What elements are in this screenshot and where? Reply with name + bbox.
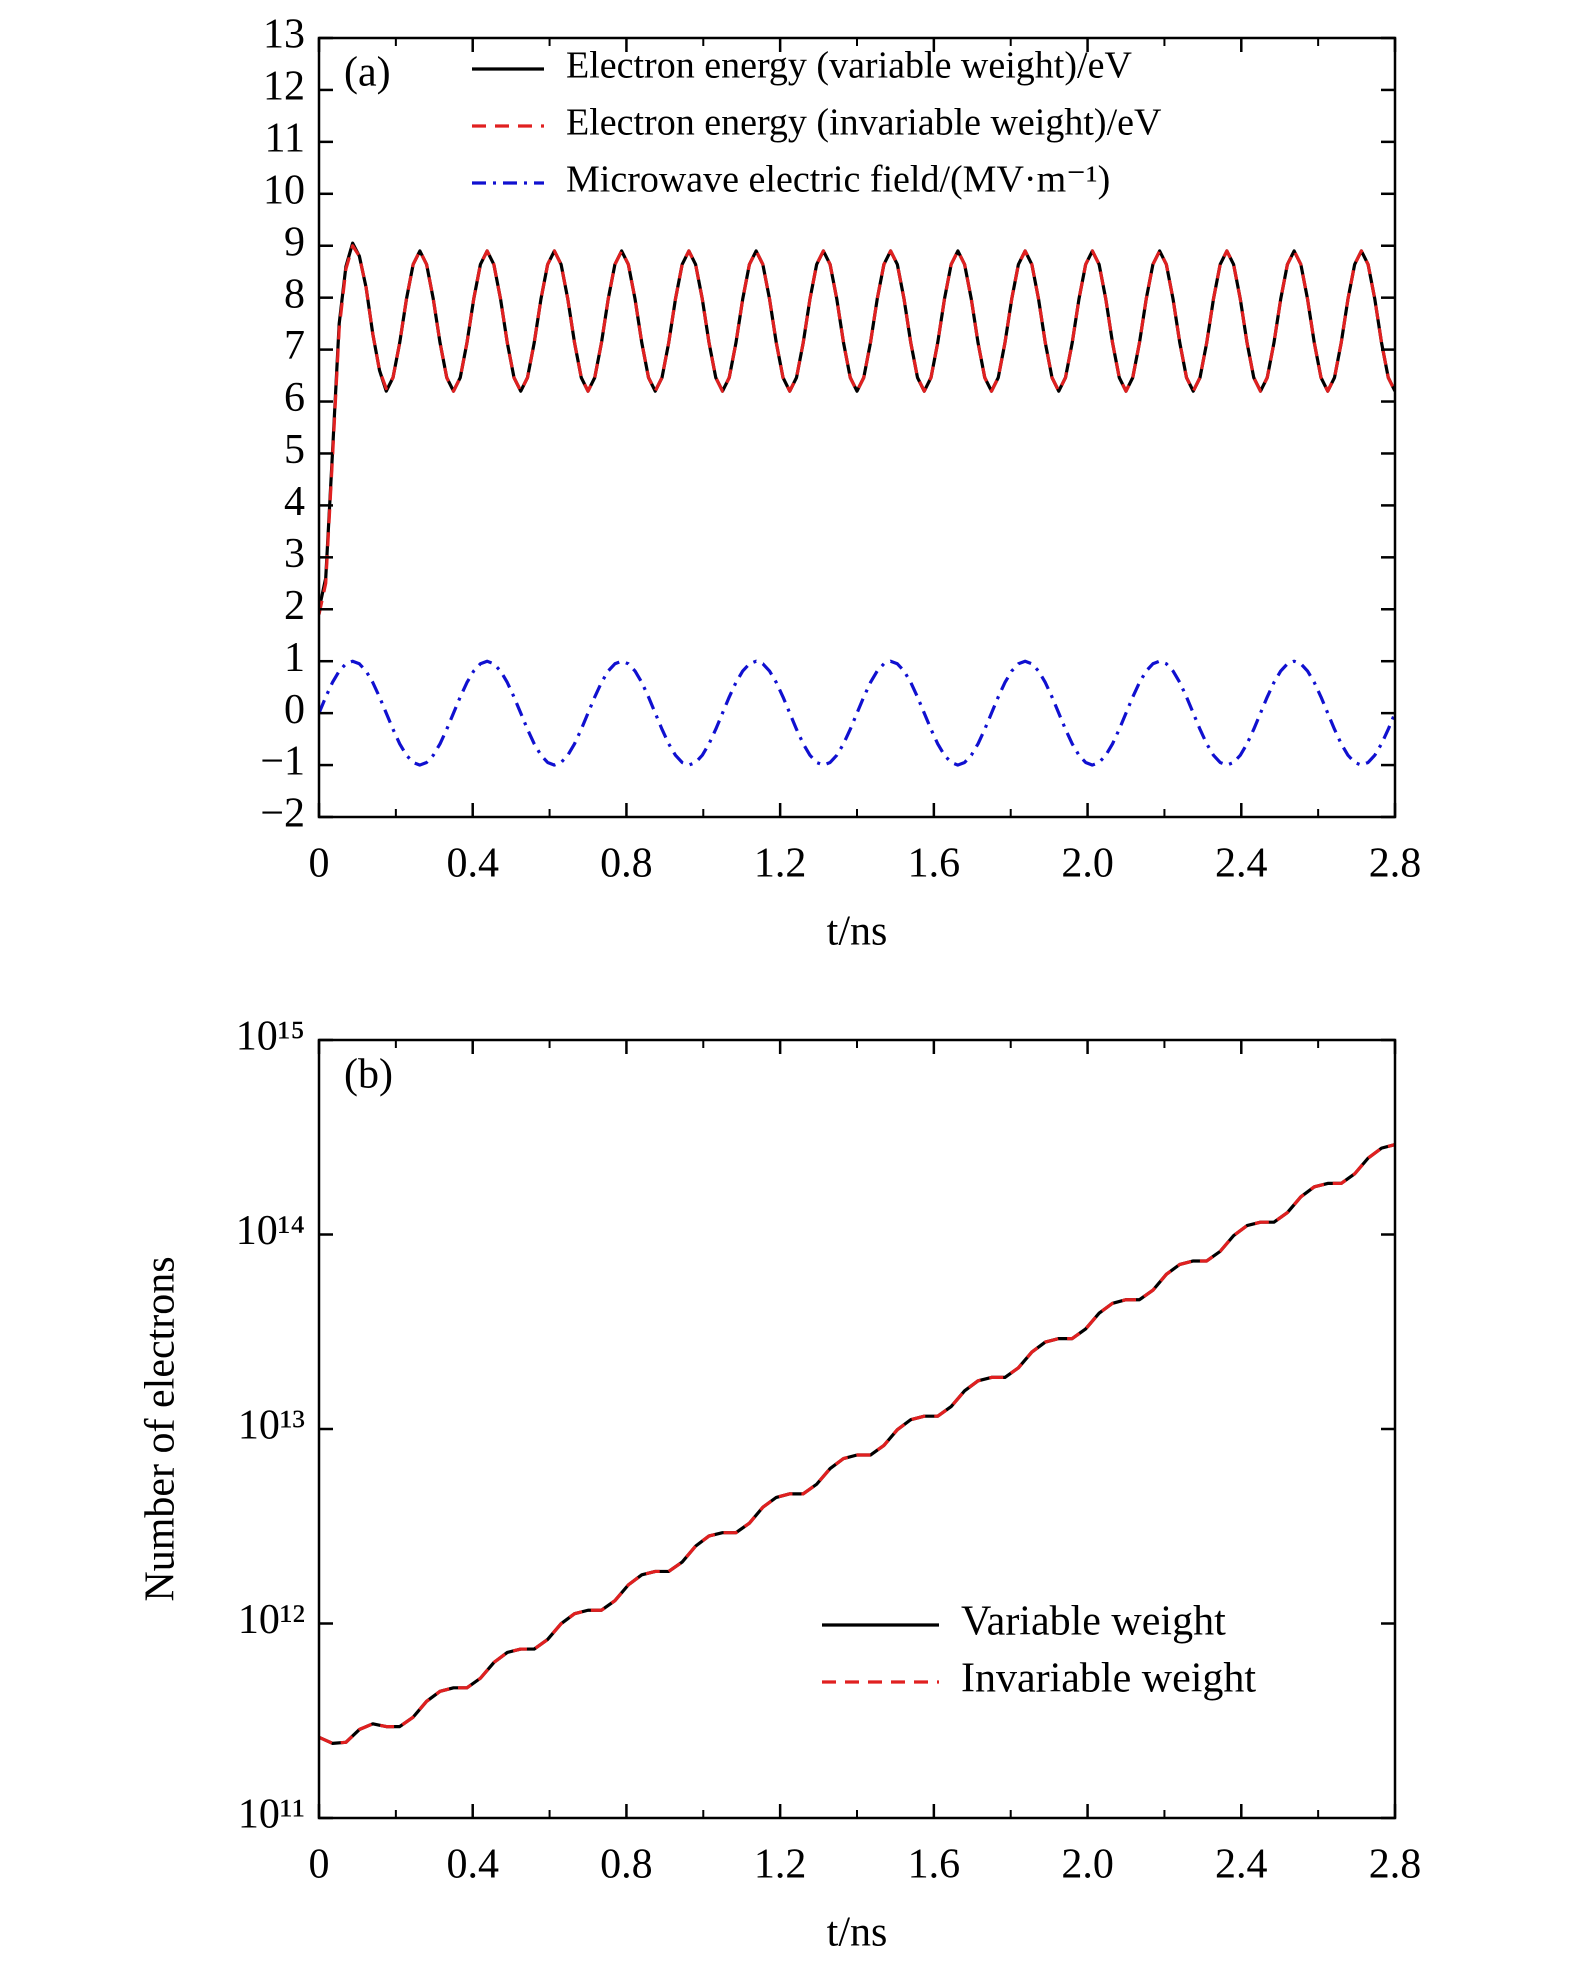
y-tick-label: 0 (284, 687, 305, 733)
y-tick-label: 5 (284, 427, 305, 473)
y-tick-label: 10 (263, 167, 305, 213)
x-tick-label: 2.4 (1215, 1842, 1268, 1888)
y-tick-label: 10¹⁴ (236, 1208, 305, 1254)
y-tick-label: 10¹² (238, 1597, 305, 1643)
x-tick-label: 2.0 (1061, 841, 1114, 887)
y-tick-label: 11 (265, 116, 305, 162)
y-tick-label: 3 (284, 531, 305, 577)
x-tick-label: 1.2 (754, 841, 807, 887)
series-line (319, 1143, 1395, 1745)
y-tick-label: 1 (284, 635, 305, 681)
x-tick-label: 1.2 (754, 1842, 807, 1888)
legend-label: Invariable weight (961, 1656, 1256, 1702)
y-tick-label: 8 (284, 271, 305, 317)
y-tick-label: 4 (284, 479, 305, 525)
series-line (319, 244, 1395, 615)
legend-label: Variable weight (961, 1599, 1226, 1645)
panel-label: (b) (344, 1052, 393, 1098)
x-tick-label: 0 (309, 841, 330, 887)
x-tick-label: 2.8 (1369, 841, 1422, 887)
x-tick-label: 2.0 (1061, 1842, 1114, 1888)
x-tick-label: 0.8 (600, 1842, 653, 1888)
legend-label: Electron energy (variable weight)/eV (566, 45, 1132, 87)
y-tick-label: 13 (263, 12, 305, 58)
y-tick-label: 10¹⁵ (236, 1014, 305, 1060)
y-axis-label: Number of electrons (138, 1256, 184, 1601)
y-tick-label: 7 (284, 323, 305, 369)
legend-label: Microwave electric field/(MV·m⁻¹) (566, 159, 1110, 201)
y-tick-label: 6 (284, 375, 305, 421)
y-tick-label: −1 (260, 739, 305, 785)
x-tick-label: 1.6 (908, 841, 961, 887)
x-tick-label: 1.6 (908, 1842, 961, 1888)
x-tick-label: 0.4 (446, 1842, 499, 1888)
y-tick-label: 10¹¹ (238, 1792, 305, 1838)
y-tick-label: 9 (284, 219, 305, 265)
y-tick-label: 10¹³ (238, 1403, 305, 1449)
x-tick-label: 2.4 (1215, 841, 1268, 887)
series-line (319, 1143, 1395, 1745)
x-tick-label: 2.8 (1369, 1842, 1422, 1888)
x-tick-label: 0.8 (600, 841, 653, 887)
series-line (319, 659, 1395, 767)
legend-label: Electron energy (invariable weight)/eV (566, 102, 1162, 144)
x-tick-label: 0.4 (446, 841, 499, 887)
y-tick-label: −2 (260, 791, 305, 837)
y-tick-label: 12 (263, 64, 305, 110)
y-tick-label: 2 (284, 583, 305, 629)
x-axis-label: t/ns (827, 1910, 888, 1956)
plot-frame (317, 36, 1397, 819)
series-line (319, 241, 1395, 610)
panel-label: (a) (344, 50, 391, 96)
x-axis-label: t/ns (827, 909, 888, 955)
x-tick-label: 0 (309, 1842, 330, 1888)
